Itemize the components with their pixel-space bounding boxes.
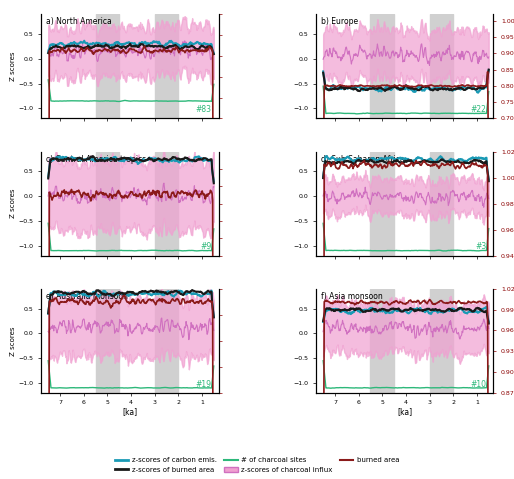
Bar <box>155 151 178 256</box>
Text: #10: #10 <box>470 380 486 388</box>
Text: #83: #83 <box>195 105 211 114</box>
Y-axis label: Z scores: Z scores <box>10 326 16 355</box>
Text: e) Australia monsoon: e) Australia monsoon <box>46 292 128 301</box>
Bar <box>430 151 453 256</box>
Bar <box>430 289 453 393</box>
Bar <box>96 289 119 393</box>
Text: b) Europe: b) Europe <box>321 18 358 26</box>
Text: #22: #22 <box>470 105 486 114</box>
Bar <box>96 151 119 256</box>
X-axis label: [ka]: [ka] <box>122 407 137 416</box>
Text: d) Sub Saharan Africa: d) Sub Saharan Africa <box>321 155 405 164</box>
Legend: z-scores of carbon emis., z-scores of burned area, # of charcoal sites, z-scores: z-scores of carbon emis., z-scores of bu… <box>112 455 402 476</box>
Y-axis label: Z scores: Z scores <box>10 52 16 81</box>
Bar <box>430 14 453 118</box>
Y-axis label: Z scores: Z scores <box>10 189 16 218</box>
Text: #3: #3 <box>475 242 486 251</box>
Text: #9: #9 <box>200 242 211 251</box>
Bar <box>371 14 394 118</box>
Text: #19: #19 <box>195 380 211 388</box>
Bar <box>371 289 394 393</box>
X-axis label: [ka]: [ka] <box>397 407 412 416</box>
Text: c) Central America tropics: c) Central America tropics <box>46 155 146 164</box>
Bar <box>371 151 394 256</box>
Bar <box>155 289 178 393</box>
Bar <box>96 14 119 118</box>
Bar <box>155 14 178 118</box>
Text: f) Asia monsoon: f) Asia monsoon <box>321 292 383 301</box>
Text: a) North America: a) North America <box>46 18 112 26</box>
